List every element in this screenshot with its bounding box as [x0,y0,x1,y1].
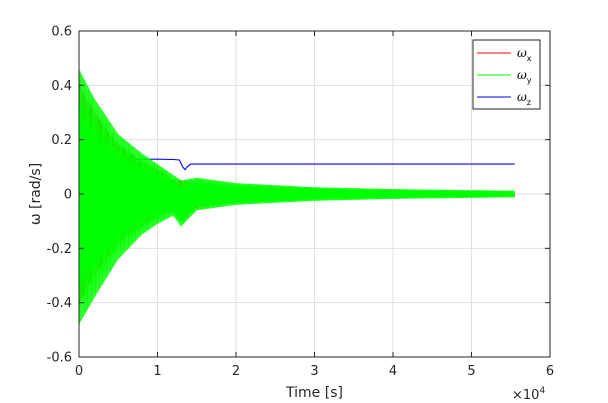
ticks: 0 1 2 3 4 5 6 -0.6 -0.4 -0.2 0 0.2 0.4 0.6 [47,25,555,380]
series-layer [78,68,516,324]
legend-label-y: ωy [517,68,532,85]
y-tick-label: -0.2 [47,242,72,257]
legend-symbol: ω [517,46,527,60]
x-tick-label: 0 [75,364,83,379]
y-tick-label: -0.4 [47,296,72,311]
legend-label-x: ωx [517,46,532,63]
series-y [78,68,515,324]
x-tick-label: 5 [467,364,475,379]
y-tick-label: 0.2 [51,133,72,148]
y-tick-label: 0 [64,188,72,203]
x-axis-exponent: ×104 [512,386,545,403]
y-tick-label: -0.6 [47,351,72,366]
x-axis-exponent-power: 4 [539,386,545,396]
legend-subscript: y [527,76,532,85]
x-tick-label: 4 [389,364,397,379]
legend-subscript: x [527,54,532,63]
x-axis-label: Time [s] [285,385,343,401]
legend-label-z: ωz [517,90,531,107]
x-tick-label: 1 [153,364,161,379]
legend-symbol: ω [517,68,527,82]
legend-symbol: ω [517,90,527,104]
y-axis-label: ω [rad/s] [28,163,44,225]
y-tick-label: 0.6 [51,25,72,40]
x-axis-exponent-base: ×10 [512,388,539,403]
legend-subscript: z [527,98,531,107]
series-line-y [78,68,515,324]
x-tick-label: 6 [546,364,554,379]
x-tick-label: 3 [310,364,318,379]
x-tick-label: 2 [232,364,240,379]
y-tick-label: 0.4 [51,79,72,94]
